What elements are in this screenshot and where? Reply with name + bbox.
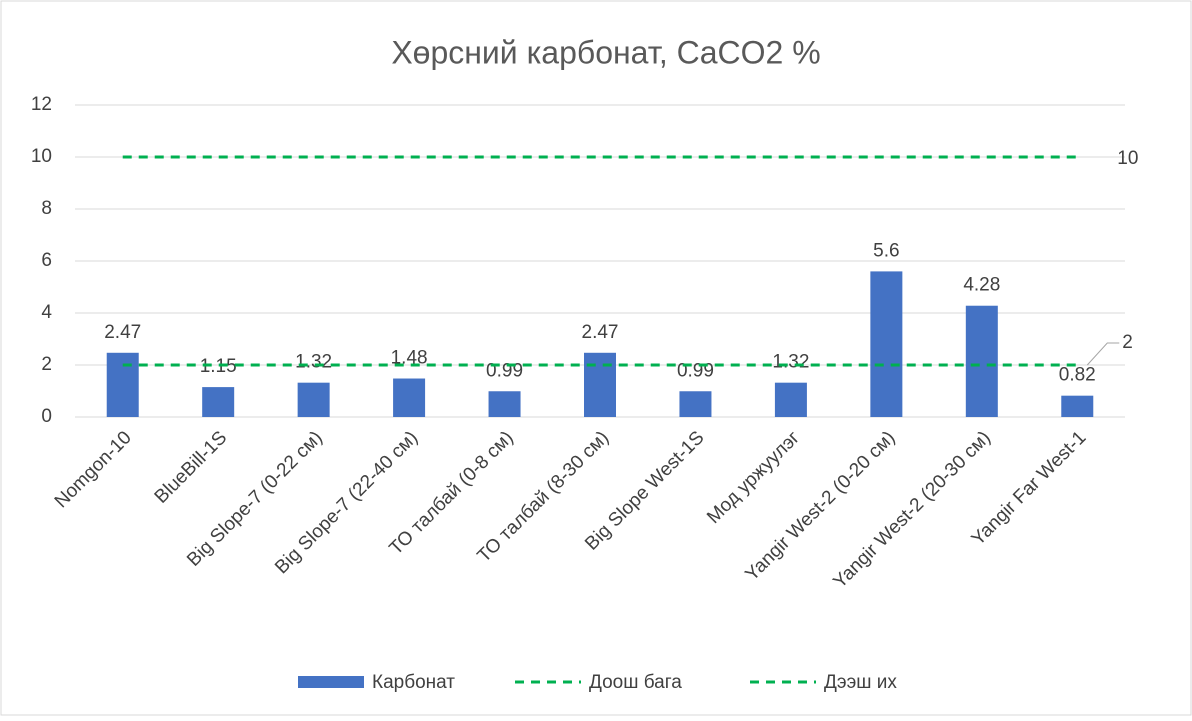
y-tick-label: 10 [31,146,52,167]
data-label: 4.28 [963,275,1000,296]
data-label: 2.47 [582,322,619,343]
data-label: 0.82 [1059,365,1096,386]
bar [1061,395,1094,417]
y-tick-label: 0 [41,406,52,427]
bar [393,378,426,417]
y-tick-label: 6 [41,250,52,271]
bar [297,382,330,417]
bar [870,271,903,417]
data-label: 10 [1117,148,1138,169]
data-label: 1.32 [295,352,332,373]
leader-line [1086,342,1120,366]
bar [202,387,235,417]
data-label: 5.6 [873,240,899,261]
y-tick-label: 2 [41,354,52,375]
legend-swatch [298,676,364,688]
data-label: 1.48 [391,348,428,369]
chart-title: Хөрсний карбонат, CaCO2 % [391,34,820,70]
bar [774,382,807,417]
bar [488,391,521,417]
legend-label: Доош бага [589,672,682,693]
y-tick-label: 4 [41,302,52,323]
data-label: 1.32 [772,352,809,373]
bar [679,391,712,417]
data-label: 2 [1122,332,1133,353]
y-tick-label: 8 [41,198,52,219]
bar [584,352,616,417]
data-label: 0.99 [486,360,523,381]
bar [965,305,998,417]
data-label: 2.47 [104,322,141,343]
data-label: 1.15 [200,356,237,377]
legend-label: Карбонат [372,672,455,693]
bar [106,352,139,417]
legend-label: Дээш их [824,672,897,693]
data-label: 0.99 [677,360,714,381]
y-tick-label: 12 [31,94,52,115]
